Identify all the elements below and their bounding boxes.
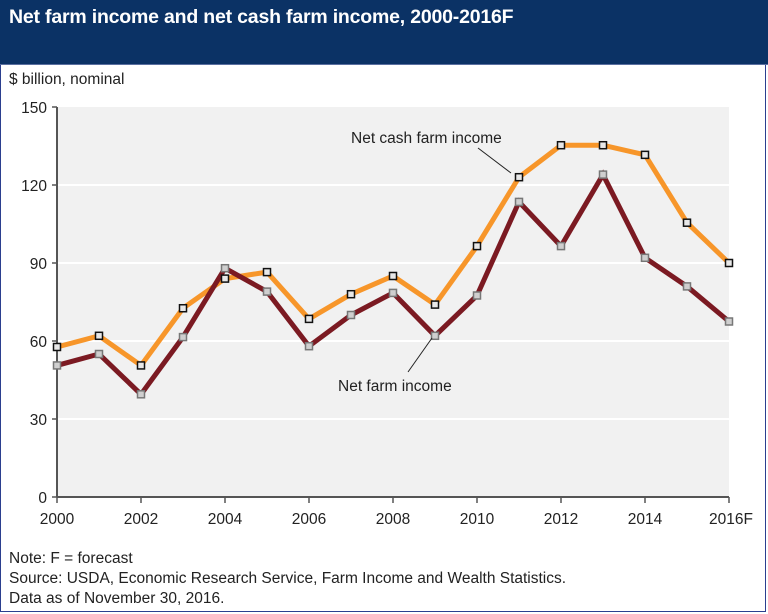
- net-cash-marker: [598, 140, 608, 150]
- chart-notes: Note: F = forecast Source: USDA, Economi…: [9, 549, 566, 609]
- net-farm-marker: [724, 317, 734, 326]
- net-cash-marker: [388, 271, 398, 281]
- net-cash-marker: [304, 314, 314, 324]
- annotations: Net cash farm income Net farm income: [338, 130, 512, 395]
- x-tick-label: 2004: [208, 511, 243, 528]
- data-series: [52, 140, 734, 399]
- note-data-date: Data as of November 30, 2016.: [9, 590, 225, 607]
- x-tick-label: 2008: [376, 511, 410, 528]
- net-cash-marker: [262, 267, 272, 277]
- net-cash-marker: [220, 274, 230, 283]
- y-tick-label: 30: [30, 412, 48, 429]
- net-cash-marker: [514, 172, 524, 182]
- x-tick-label: 2014: [628, 511, 663, 528]
- net-farm-annotation: Net farm income: [338, 378, 452, 395]
- net-farm-marker: [136, 390, 146, 399]
- y-tick-label: 60: [30, 334, 48, 351]
- x-tick-label: 2012: [544, 511, 578, 528]
- net-cash-marker: [136, 361, 146, 370]
- x-tick-label: 2000: [40, 511, 75, 528]
- net-farm-marker: [556, 241, 566, 251]
- y-axis-unit-label: $ billion, nominal: [9, 71, 125, 88]
- net-farm-marker: [598, 170, 608, 179]
- net-farm-marker: [304, 341, 314, 351]
- net-cash-marker: [724, 258, 734, 268]
- chart-title: Net farm income and net cash farm income…: [9, 6, 514, 28]
- net-farm-marker: [514, 197, 524, 207]
- x-axis: 2000 2002 2004 2006 2008 2010 2012 2014 2016F: [40, 496, 753, 528]
- note-forecast: Note: F = forecast: [9, 550, 133, 567]
- plot-area: [57, 107, 729, 497]
- net-farm-marker: [430, 331, 440, 341]
- net-farm-marker: [472, 291, 482, 300]
- net-cash-marker: [94, 331, 104, 341]
- net-farm-marker: [346, 310, 356, 320]
- note-source: Source: USDA, Economic Research Service,…: [9, 570, 567, 587]
- net-farm-marker: [94, 349, 104, 359]
- net-cash-marker: [640, 150, 650, 160]
- net-farm-marker: [388, 288, 398, 298]
- net-cash-marker: [430, 300, 440, 309]
- net-farm-marker: [682, 282, 692, 291]
- net-cash-marker: [178, 303, 188, 313]
- net-cash-marker: [472, 241, 482, 251]
- y-axis: 0 30 60 90 120 150: [21, 100, 58, 507]
- net-cash-marker: [682, 218, 692, 227]
- net-farm-marker: [178, 332, 188, 342]
- net-farm-marker: [262, 287, 272, 296]
- net-farm-marker: [220, 263, 230, 273]
- net-farm-marker: [52, 361, 62, 370]
- net-cash-annotation: Net cash farm income: [351, 130, 502, 147]
- net-cash-marker: [556, 140, 566, 150]
- y-tick-label: 150: [21, 100, 47, 117]
- net-cash-marker: [346, 289, 356, 299]
- gridlines: [57, 184, 729, 420]
- x-tick-label: 2006: [292, 511, 326, 528]
- x-tick-label: 2002: [124, 511, 158, 528]
- x-tick-label: 2016F: [709, 511, 753, 528]
- y-tick-label: 0: [38, 490, 47, 507]
- net-farm-marker: [640, 253, 650, 263]
- y-tick-label: 90: [30, 256, 48, 273]
- net-cash-leader-line: [477, 147, 512, 174]
- net-farm-leader-line: [407, 337, 433, 373]
- y-tick-label: 120: [21, 178, 47, 195]
- chart-header: Net farm income and net cash farm income…: [0, 0, 768, 65]
- x-tick-label: 2010: [460, 511, 495, 528]
- net-cash-marker: [52, 342, 62, 352]
